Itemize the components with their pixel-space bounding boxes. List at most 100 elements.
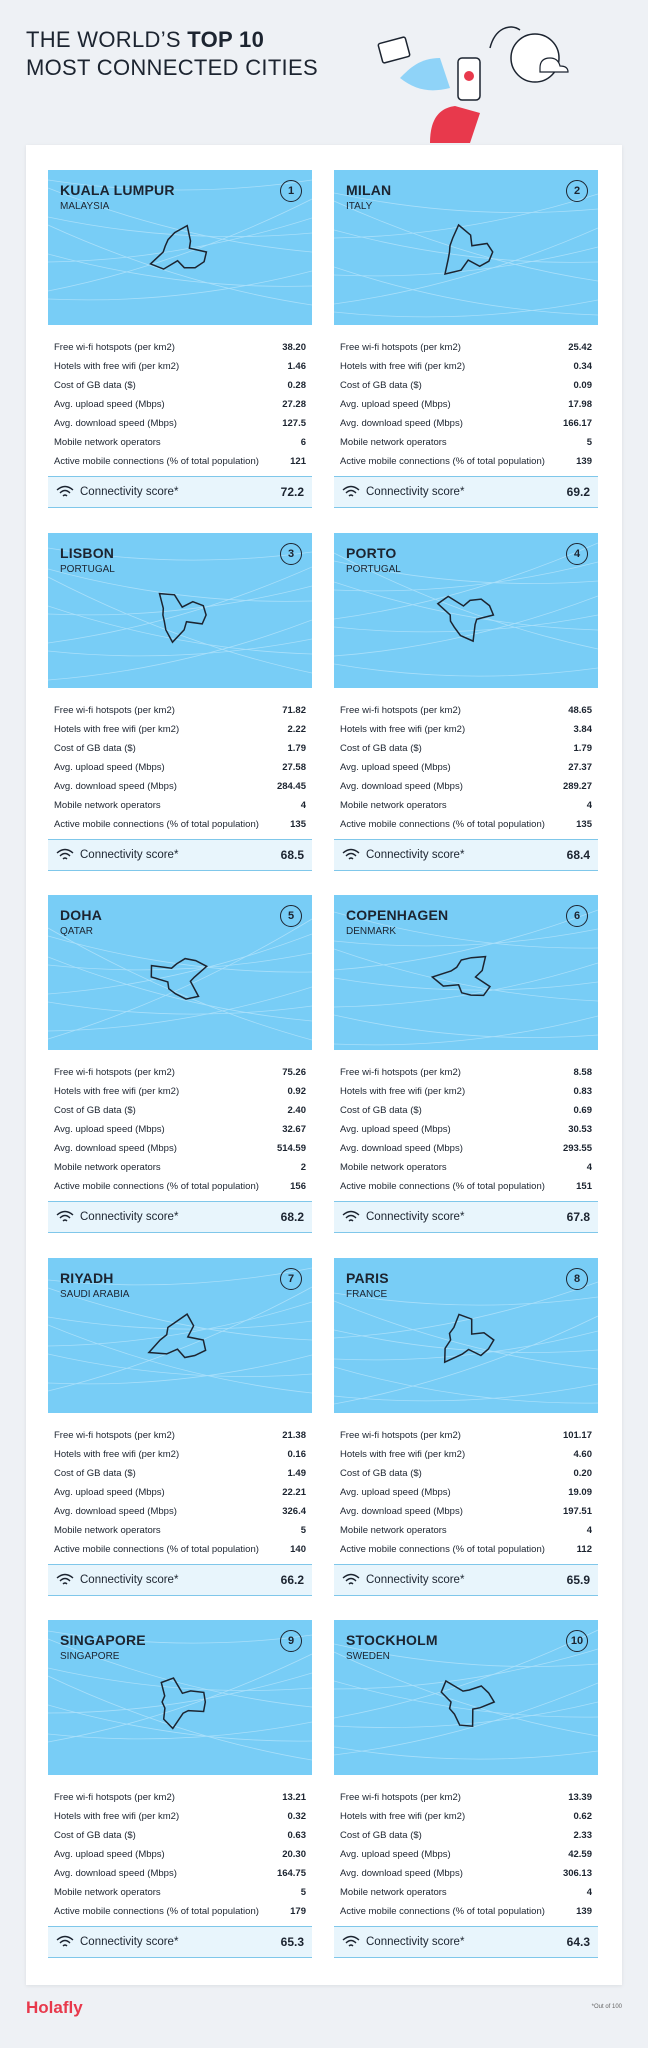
score-value: 64.3 <box>566 1935 590 1949</box>
metric-value: 139 <box>576 456 592 467</box>
metric-label: Active mobile connections (% of total po… <box>340 456 545 467</box>
city-card: RIYADH SAUDI ARABIA 7 Free wi-fi hotspots (… <box>48 1257 312 1603</box>
metric-value: 5 <box>300 1524 306 1536</box>
city-rank: 8 <box>566 1267 588 1290</box>
city-rank: 4 <box>566 542 588 565</box>
metric-label: Cost of GB data ($) <box>54 1830 136 1841</box>
metric-label: Active mobile connections (% of total po… <box>54 1181 259 1192</box>
metric-value: 27.28 <box>282 399 306 410</box>
metric-row: Cost of GB data ($) 0.20 <box>340 1464 592 1483</box>
metric-row: Active mobile connections (% of total po… <box>340 452 592 471</box>
metric-row: Free wi-fi hotspots (per km2) 8.58 <box>340 1063 592 1082</box>
metric-row: Mobile network operators 5 <box>54 1521 306 1540</box>
logo: Holafly <box>26 1998 83 2017</box>
score-box: Connectivity score* 67.8 <box>334 1201 598 1233</box>
metric-row: Hotels with free wifi (per km2) 0.34 <box>340 357 592 376</box>
metric-value: 75.26 <box>282 1067 306 1078</box>
metric-label: Hotels with free wifi (per km2) <box>340 723 466 735</box>
city-country: ITALY <box>346 201 373 212</box>
metric-value: 38.20 <box>282 342 306 353</box>
metric-label: Avg. upload speed (Mbps) <box>54 761 165 773</box>
score-value: 67.8 <box>566 1210 590 1224</box>
metric-row: Avg. upload speed (Mbps) 27.58 <box>54 758 306 777</box>
metric-value: 48.65 <box>568 704 592 716</box>
metric-value: 27.58 <box>282 761 306 773</box>
metric-value: 1.79 <box>287 742 307 754</box>
score-label: Connectivity score* <box>80 848 179 861</box>
metric-row: Active mobile connections (% of total po… <box>54 1540 306 1559</box>
city-map: PORTO PORTUGAL 4 <box>334 532 598 688</box>
metric-row: Avg. upload speed (Mbps) 17.98 <box>340 395 592 414</box>
metric-value: 101.17 <box>562 1429 592 1441</box>
metric-value: 4 <box>586 799 592 811</box>
metric-value: 4 <box>586 1887 592 1898</box>
city-map: STOCKHOLM SWEDEN 10 <box>334 1620 598 1775</box>
metric-label: Hotels with free wifi (per km2) <box>54 1448 180 1460</box>
city-name: DOHA <box>60 907 103 923</box>
score-value: 72.2 <box>280 485 304 499</box>
metric-row: Mobile network operators 4 <box>340 796 592 815</box>
city-card: KUALA LUMPUR MALAYSIA 1 Free wi-fi hotspots… <box>48 170 312 515</box>
metric-value: 1.49 <box>287 1467 307 1479</box>
metric-row: Free wi-fi hotspots (per km2) 75.26 <box>54 1063 306 1082</box>
metric-row: Cost of GB data ($) 1.79 <box>340 739 592 758</box>
city-name: MILAN <box>346 182 392 198</box>
city-name: SINGAPORE <box>60 1632 146 1648</box>
city-card: MILAN ITALY 2 Free wi-fi hotspots (per km2)… <box>334 170 598 515</box>
metric-value: 0.34 <box>573 361 593 372</box>
metric-value: 166.17 <box>562 418 592 429</box>
wifi-icon <box>56 485 74 497</box>
score-label: Connectivity score* <box>366 848 465 861</box>
city-map: LISBON PORTUGAL 3 <box>48 532 312 688</box>
metric-row: Hotels with free wifi (per km2) 0.16 <box>54 1445 306 1464</box>
metric-label: Avg. download speed (Mbps) <box>340 1505 463 1517</box>
city-map: MILAN ITALY 2 <box>334 170 598 325</box>
metric-label: Hotels with free wifi (per km2) <box>54 1811 180 1822</box>
score-label: Connectivity score* <box>366 1936 465 1948</box>
metric-value: 4 <box>300 799 306 811</box>
wifi-icon <box>56 1935 74 1947</box>
metric-row: Cost of GB data ($) 2.40 <box>54 1101 306 1120</box>
wifi-icon <box>342 1935 360 1947</box>
metric-label: Active mobile connections (% of total po… <box>54 1906 259 1917</box>
metric-value: 289.27 <box>562 780 592 792</box>
score-box: Connectivity score* 68.4 <box>334 838 598 871</box>
city-card: STOCKHOLM SWEDEN 10 Free wi-fi hotspots (pe… <box>334 1620 598 1965</box>
metric-label: Avg. download speed (Mbps) <box>340 1868 463 1879</box>
map-graphic <box>334 909 598 1046</box>
metric-label: Free wi-fi hotspots (per km2) <box>54 1429 175 1441</box>
metric-label: Active mobile connections (% of total po… <box>54 456 259 467</box>
metric-value: 2 <box>300 1162 306 1173</box>
wifi-icon <box>342 1573 360 1585</box>
score-box: Connectivity score* 65.3 <box>48 1926 312 1958</box>
city-map: RIYADH SAUDI ARABIA 7 <box>48 1257 312 1413</box>
metric-row: Free wi-fi hotspots (per km2) 21.38 <box>54 1426 306 1445</box>
metric-label: Free wi-fi hotspots (per km2) <box>54 342 175 353</box>
metric-label: Cost of GB data ($) <box>340 742 422 754</box>
metric-row: Hotels with free wifi (per km2) 0.92 <box>54 1082 306 1101</box>
metric-value: 5 <box>586 437 592 448</box>
city-rank: 7 <box>280 1267 302 1290</box>
metric-row: Hotels with free wifi (per km2) 1.46 <box>54 357 306 376</box>
score-label: Connectivity score* <box>80 1573 179 1586</box>
metric-label: Avg. download speed (Mbps) <box>54 1868 177 1879</box>
metric-value: 3.84 <box>573 723 593 735</box>
metric-row: Cost of GB data ($) 0.28 <box>54 376 306 395</box>
metric-value: 514.59 <box>276 1143 306 1154</box>
metric-row: Avg. download speed (Mbps) 289.27 <box>340 777 592 796</box>
metric-row: Avg. download speed (Mbps) 197.51 <box>340 1502 592 1521</box>
metric-label: Hotels with free wifi (per km2) <box>340 1811 466 1822</box>
score-label: Connectivity score* <box>80 486 179 498</box>
city-name: PARIS <box>346 1269 389 1286</box>
city-card: SINGAPORE SINGAPORE 9 Free wi-fi hotspots (… <box>48 1620 312 1965</box>
metric-label: Cost of GB data ($) <box>54 380 136 391</box>
metric-value: 2.22 <box>287 723 307 735</box>
score-value: 68.4 <box>566 847 590 862</box>
metric-value: 112 <box>576 1543 592 1555</box>
metric-row: Active mobile connections (% of total po… <box>54 1902 306 1921</box>
metric-row: Avg. upload speed (Mbps) 20.30 <box>54 1845 306 1864</box>
metric-label: Avg. upload speed (Mbps) <box>340 1849 451 1860</box>
metric-label: Active mobile connections (% of total po… <box>54 1543 259 1555</box>
metric-value: 32.67 <box>282 1124 306 1135</box>
metric-value: 8.58 <box>573 1067 593 1078</box>
